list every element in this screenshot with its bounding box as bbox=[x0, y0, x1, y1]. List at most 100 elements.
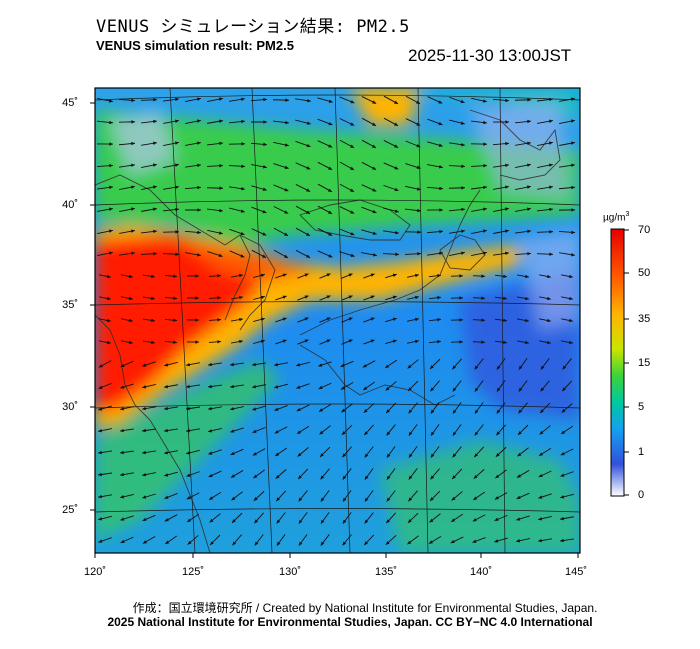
wind-arrow-head bbox=[571, 163, 575, 168]
wind-arrow-head bbox=[538, 473, 543, 478]
wind-arrow-head bbox=[350, 232, 355, 236]
wind-arrow-head bbox=[131, 98, 135, 103]
wind-arrow-head bbox=[408, 497, 413, 502]
wind-arrow-head bbox=[437, 317, 441, 322]
wind-arrow-head bbox=[364, 475, 369, 480]
wind-arrow-head bbox=[130, 207, 135, 211]
wind-arrow-head bbox=[276, 541, 281, 546]
wind-arrow-head bbox=[386, 519, 391, 524]
wind-arrow-head bbox=[341, 408, 346, 413]
wind-arrow-head bbox=[569, 340, 573, 345]
wind-arrow-head bbox=[364, 541, 368, 546]
wind-arrow-head bbox=[459, 318, 463, 322]
wind-arrow-head bbox=[370, 339, 375, 343]
wind-arrow-head bbox=[109, 185, 113, 190]
wind-arrow-head bbox=[395, 252, 399, 256]
wind-arrow-head bbox=[348, 339, 353, 343]
wind-arrow-head bbox=[284, 165, 289, 169]
wind-arrow-head bbox=[504, 207, 509, 211]
axis-ticks bbox=[90, 102, 579, 558]
wind-arrow-head bbox=[394, 166, 399, 170]
wind-arrow-head bbox=[473, 496, 478, 500]
wind-arrow-head bbox=[109, 163, 113, 168]
wind-arrow-head bbox=[109, 120, 113, 125]
wind-arrow-head bbox=[241, 142, 245, 146]
wind-arrow-head bbox=[430, 387, 435, 392]
wind-arrow-head bbox=[505, 163, 509, 168]
wind-arrow-head bbox=[298, 475, 302, 480]
wind-arrow-head bbox=[505, 251, 509, 256]
wind-arrow-head bbox=[417, 208, 421, 213]
wind-arrow-head bbox=[108, 251, 113, 255]
wind-arrow-head bbox=[392, 339, 397, 343]
colorbar bbox=[610, 228, 625, 497]
wind-arrow-head bbox=[98, 494, 102, 499]
wind-arrow-head bbox=[307, 98, 311, 103]
wind-arrow-head bbox=[562, 365, 567, 370]
wind-arrow-head bbox=[392, 317, 397, 321]
wind-arrow-head bbox=[408, 475, 413, 480]
wind-arrow-head bbox=[527, 229, 531, 234]
wind-arrow-head bbox=[370, 295, 375, 299]
wind-arrow-head bbox=[417, 252, 421, 256]
wind-arrow-head bbox=[437, 273, 441, 278]
wind-arrow-head bbox=[131, 251, 135, 256]
wind-arrow-head bbox=[260, 273, 265, 278]
wind-arrow-head bbox=[274, 407, 279, 411]
wind-arrow-head bbox=[451, 496, 456, 501]
wind-arrow-head bbox=[306, 210, 311, 214]
wind-arrow-head bbox=[525, 296, 529, 301]
wind-arrow-head bbox=[230, 362, 234, 367]
wind-arrow-head bbox=[503, 296, 507, 301]
lon-label-140: 140˚ bbox=[469, 566, 493, 578]
wind-arrow-head bbox=[174, 141, 179, 145]
wind-arrow-head bbox=[108, 229, 113, 233]
wind-arrow-head bbox=[197, 163, 201, 168]
wind-arrow-head bbox=[328, 99, 333, 103]
wind-arrow-head bbox=[362, 364, 367, 368]
wind-arrow-head bbox=[392, 295, 397, 299]
wind-arrow-head bbox=[561, 430, 566, 434]
wind-arrow-head bbox=[239, 295, 243, 300]
wind-arrow-head bbox=[107, 274, 111, 279]
wind-arrow-head bbox=[350, 188, 355, 192]
wind-arrow-head bbox=[348, 317, 353, 321]
wind-arrow-head bbox=[120, 517, 125, 521]
lon-label-145: 145˚ bbox=[564, 566, 588, 578]
wind-arrow-head bbox=[153, 98, 157, 102]
wind-arrow-head bbox=[129, 296, 133, 301]
wind-arrow-head bbox=[439, 251, 443, 256]
wind-arrow-head bbox=[505, 141, 509, 146]
wind-arrow-head bbox=[164, 495, 169, 499]
wind-arrow-head bbox=[175, 207, 179, 212]
wind-arrow-head bbox=[496, 387, 501, 392]
wind-arrow-head bbox=[342, 541, 347, 546]
wind-arrow-head bbox=[549, 207, 553, 212]
wind-arrow-head bbox=[164, 473, 169, 477]
wind-arrow-head bbox=[350, 144, 355, 148]
wind-arrow-head bbox=[437, 295, 441, 300]
wind-arrow-head bbox=[284, 210, 289, 214]
wind-arrow-head bbox=[196, 119, 201, 123]
wind-arrow-head bbox=[98, 472, 102, 477]
timestamp: 2025-11-30 13:00JST bbox=[408, 46, 572, 65]
wind-arrow-head bbox=[196, 253, 201, 257]
wind-arrow-head bbox=[298, 519, 303, 524]
wind-arrow-head bbox=[527, 141, 531, 146]
wind-arrow-head bbox=[274, 362, 278, 367]
wind-arrow-head bbox=[494, 517, 499, 521]
wind-arrow-head bbox=[285, 98, 289, 102]
wind-arrow-head bbox=[417, 230, 421, 234]
wind-arrow-head bbox=[296, 385, 301, 389]
wind-arrow-head bbox=[219, 141, 223, 146]
wind-arrow-head bbox=[210, 541, 214, 545]
wind-arrow-head bbox=[319, 430, 324, 435]
wind-arrow-head bbox=[483, 120, 487, 125]
wind-arrow-head bbox=[439, 186, 443, 191]
wind-arrow-head bbox=[372, 188, 377, 192]
wind-arrow-head bbox=[364, 497, 369, 502]
wind-arrow-head bbox=[108, 99, 113, 103]
wind-arrow-head bbox=[538, 495, 543, 499]
wind-arrow-head bbox=[153, 229, 157, 234]
wind-arrow-head bbox=[472, 518, 477, 522]
